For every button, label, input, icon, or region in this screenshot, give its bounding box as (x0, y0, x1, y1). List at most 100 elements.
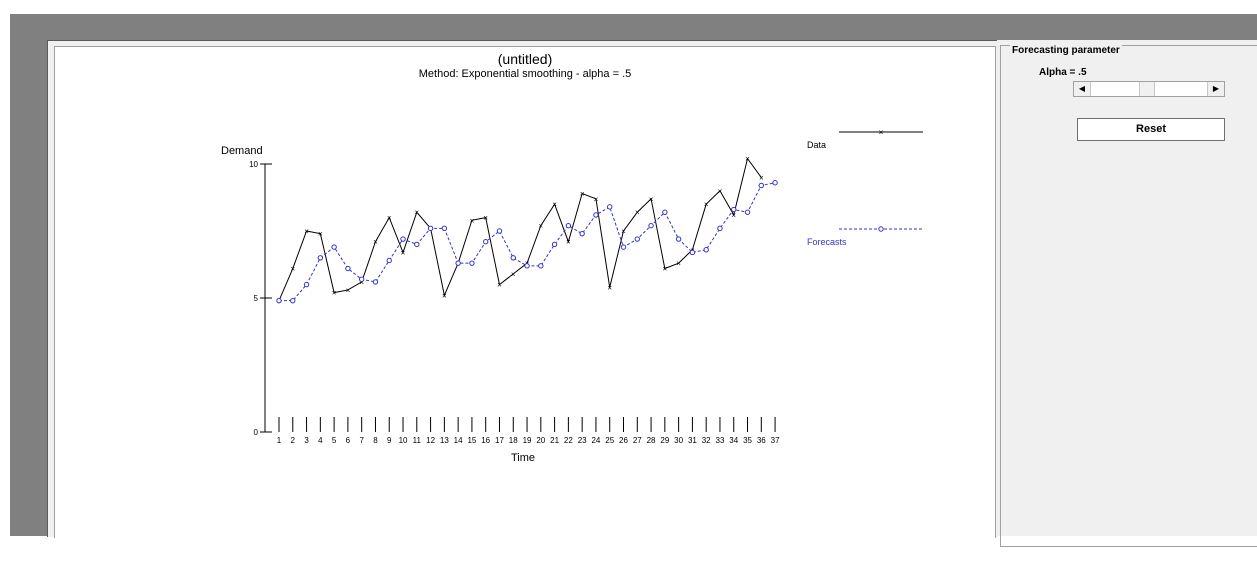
x-tick-label: 35 (743, 436, 752, 445)
data-point: × (676, 259, 681, 268)
forecast-point (717, 225, 723, 232)
x-tick-label: 13 (440, 436, 449, 445)
forecast-point (496, 228, 503, 234)
data-point: × (745, 155, 750, 164)
x-tick-label: 20 (536, 436, 545, 445)
alpha-slider[interactable]: ◀ ▶ (1073, 81, 1225, 97)
data-point: × (401, 248, 406, 257)
x-tick-label: 18 (509, 436, 518, 445)
forecast-point (386, 257, 392, 264)
parameter-panel: Forecasting parameter Alpha = .5 ◀ ▶ Res… (997, 40, 1257, 547)
data-point: × (704, 200, 709, 209)
arrow-left-icon[interactable]: ◀ (1074, 82, 1091, 96)
bottom-margin (0, 536, 1257, 562)
x-tick-label: 15 (467, 436, 476, 445)
data-point: × (414, 208, 419, 217)
x-tick-label: 9 (387, 436, 392, 445)
forecast-point (593, 212, 599, 218)
x-tick-label: 30 (674, 436, 683, 445)
chart-panel: (untitled) Method: Exponential smoothing… (47, 40, 998, 538)
x-tick-label: 5 (332, 436, 337, 445)
legend-label-data: Data (807, 140, 826, 150)
x-tick-label: 16 (481, 436, 490, 445)
x-tick-label: 26 (619, 436, 628, 445)
data-point: × (442, 291, 447, 300)
x-tick-label: 17 (495, 436, 504, 445)
x-tick-label: 36 (757, 436, 766, 445)
forecast-point (331, 244, 337, 250)
x-tick-label: 23 (578, 436, 587, 445)
forecast-chart: (untitled) Method: Exponential smoothing… (221, 51, 923, 464)
data-point: × (635, 208, 640, 217)
top-margin (0, 0, 1257, 14)
data-point: × (304, 227, 309, 236)
forecast-point (414, 241, 420, 248)
data-point: × (552, 200, 557, 209)
y-tick-label: 0 (254, 428, 259, 437)
x-tick-label: 29 (660, 436, 669, 445)
forecast-point (620, 244, 627, 250)
series-markers: ×××××××××××××××××××××××××××××××××××× (276, 155, 778, 306)
forecast-point (551, 241, 558, 248)
data-point: × (759, 173, 764, 182)
y-axis-ticks: 0 5 10 (249, 160, 272, 437)
x-tick-label: 3 (304, 436, 309, 445)
forecast-point (607, 204, 613, 210)
x-tick-label: 25 (605, 436, 614, 445)
x-tick-label: 37 (771, 436, 780, 445)
series-line-data (278, 157, 762, 301)
alpha-label: Alpha = .5 (1039, 67, 1087, 78)
forecast-point (441, 225, 448, 232)
data-point: × (731, 211, 736, 220)
x-axis-label: Time (511, 452, 535, 464)
data-point: × (359, 278, 364, 287)
x-axis-ticks: 1 2 3 4 5 6 7 8 9 10 11 12 13 14 15 16 17 18 19 20 21 22 23 24 2… (277, 417, 780, 445)
chart-area: (untitled) Method: Exponential smoothing… (54, 46, 996, 538)
data-point: × (373, 238, 378, 247)
forecast-point (744, 209, 751, 215)
data-point: × (332, 289, 337, 298)
forecast-point (565, 222, 572, 229)
x-tick-label: 12 (426, 436, 435, 445)
y-tick-label: 10 (249, 160, 258, 169)
data-point: × (470, 216, 475, 225)
forecast-point (731, 206, 737, 213)
x-tick-label: 8 (373, 436, 378, 445)
forecast-point (648, 222, 654, 229)
series-line-forecasts (279, 182, 776, 302)
forecast-point (455, 260, 461, 266)
forecast-point (758, 182, 764, 189)
forecast-point (662, 209, 668, 215)
x-tick-label: 4 (318, 436, 323, 445)
forecast-point (483, 239, 489, 245)
forecast-point (303, 281, 310, 288)
x-tick-label: 33 (716, 436, 725, 445)
forecasting-parameter-group: Forecasting parameter Alpha = .5 ◀ ▶ Res… (1000, 45, 1257, 547)
data-point: × (483, 214, 488, 223)
x-tick-label: 6 (346, 436, 351, 445)
forecast-point (317, 255, 324, 261)
x-tick-label: 7 (359, 436, 364, 445)
legend-label-forecasts: Forecasts (807, 237, 847, 247)
x-tick-label: 22 (564, 436, 573, 445)
forecast-point (372, 279, 379, 285)
forecast-point (358, 276, 365, 282)
forecast-point (703, 247, 709, 253)
x-tick-label: 24 (591, 436, 600, 445)
x-tick-label: 21 (550, 436, 559, 445)
data-point: × (318, 230, 323, 239)
legend-marker-forecasts (878, 226, 884, 232)
forecast-point (345, 265, 351, 272)
arrow-right-icon[interactable]: ▶ (1207, 82, 1224, 96)
legend: × Data Forecasts (807, 128, 923, 247)
legend-marker-data: × (879, 128, 884, 137)
data-point: × (580, 189, 585, 198)
forecast-point (469, 260, 475, 266)
reset-button[interactable]: Reset (1077, 118, 1225, 141)
x-tick-label: 34 (729, 436, 738, 445)
forecast-point (538, 263, 544, 269)
forecast-point (427, 225, 434, 232)
alpha-slider-thumb[interactable] (1139, 82, 1155, 96)
x-tick-label: 1 (277, 436, 282, 445)
data-point: × (607, 283, 612, 292)
